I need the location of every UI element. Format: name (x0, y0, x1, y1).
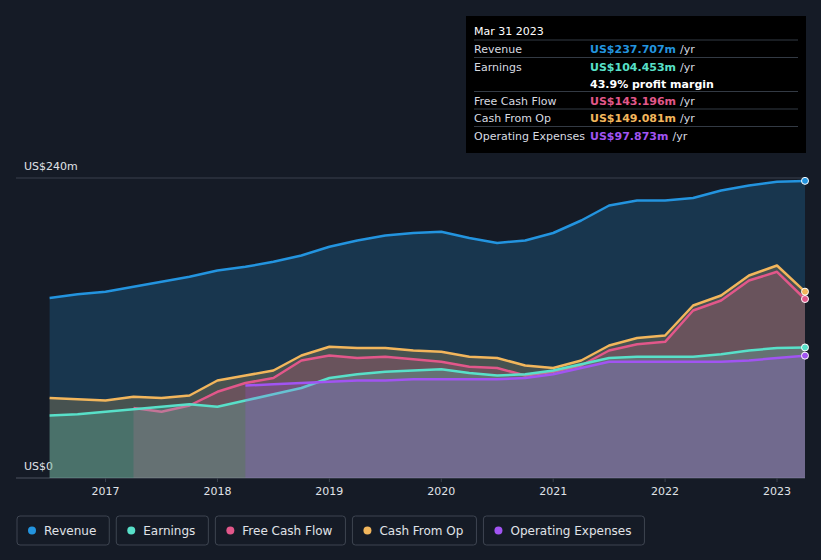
legend-item: Free Cash Flow (215, 516, 345, 545)
legend-box (352, 516, 476, 545)
legend-label: Free Cash Flow (242, 524, 332, 538)
tooltip-value: US$143.196m (590, 95, 676, 108)
tooltip-label: Free Cash Flow (474, 95, 557, 108)
legend-item: Earnings (116, 516, 208, 545)
legend-label: Operating Expenses (510, 524, 631, 538)
end-dot (802, 288, 809, 295)
tooltip-unit: /yr (672, 130, 687, 143)
tooltip-label: Cash From Op (474, 112, 551, 125)
x-tick-label: 2020 (427, 485, 455, 498)
x-tick (553, 478, 554, 482)
tooltip-box (466, 16, 806, 153)
y-tick-label: US$240m (24, 160, 78, 173)
legend-box (483, 516, 644, 545)
legend-item: Operating Expenses (483, 516, 644, 545)
x-tick (777, 478, 778, 482)
end-dot (802, 296, 809, 303)
tooltip-unit: /yr (680, 95, 695, 108)
tooltip-unit: /yr (680, 112, 695, 125)
legend-swatch (363, 527, 371, 535)
tooltip: Mar 31 2023 Revenue US$237.707m/yr Earnings… (466, 16, 806, 153)
tooltip-value: US$237.707m (590, 43, 676, 56)
tooltip-unit: /yr (680, 61, 695, 74)
x-tick-label: 2022 (651, 485, 679, 498)
tooltip-sep (474, 109, 798, 110)
end-dot (802, 344, 809, 351)
tooltip-value: US$97.873m (590, 130, 668, 143)
plot-area (50, 181, 805, 478)
legend-box (116, 516, 208, 545)
tooltip-label: Operating Expenses (474, 130, 585, 143)
legend-label: Revenue (44, 524, 96, 538)
x-tick-label: 2017 (92, 485, 120, 498)
end-dot (802, 352, 809, 359)
legend-label: Cash From Op (379, 524, 463, 538)
end-dot (802, 177, 809, 184)
x-tick (441, 478, 442, 482)
legend-item: Revenue (17, 516, 109, 545)
tooltip-sep (474, 57, 798, 58)
background (0, 0, 821, 560)
y-tick-label: US$0 (24, 460, 53, 473)
profit-margin: 43.9% profit margin (590, 78, 714, 91)
grid-line (16, 178, 805, 179)
x-tick-label: 2023 (763, 485, 791, 498)
legend-label: Earnings (143, 524, 195, 538)
series-area (50, 266, 805, 479)
legend-swatch (494, 527, 502, 535)
legend-swatch (127, 527, 135, 535)
x-tick (665, 478, 666, 482)
series-area (50, 181, 805, 478)
legend-item: Cash From Op (352, 516, 476, 545)
series-area (50, 347, 805, 478)
series-line (50, 181, 805, 298)
x-tick (329, 478, 330, 482)
legend-box (215, 516, 345, 545)
x-tick (217, 478, 218, 482)
tooltip-sep (474, 40, 798, 41)
x-tick-label: 2019 (315, 485, 343, 498)
tooltip-value: US$149.081m (590, 112, 676, 125)
series-line (245, 356, 805, 386)
chart: US$0 US$240m 2017 2018 2019 2020 2021 2022 2023 M… (0, 0, 821, 560)
tooltip-sep (474, 126, 798, 127)
legend-swatch (28, 527, 36, 535)
x-tick (105, 478, 106, 482)
tooltip-label: Revenue (474, 43, 522, 56)
x-tick-label: 2021 (539, 485, 567, 498)
tooltip-unit: /yr (680, 43, 695, 56)
x-tick-label: 2018 (203, 485, 231, 498)
tooltip-value: US$104.453m (590, 61, 676, 74)
tooltip-sep (474, 91, 798, 92)
series-area (245, 356, 805, 478)
tooltip-title: Mar 31 2023 (474, 25, 544, 38)
legend-swatch (226, 527, 234, 535)
legend-box (17, 516, 109, 545)
tooltip-label: Earnings (474, 61, 522, 74)
